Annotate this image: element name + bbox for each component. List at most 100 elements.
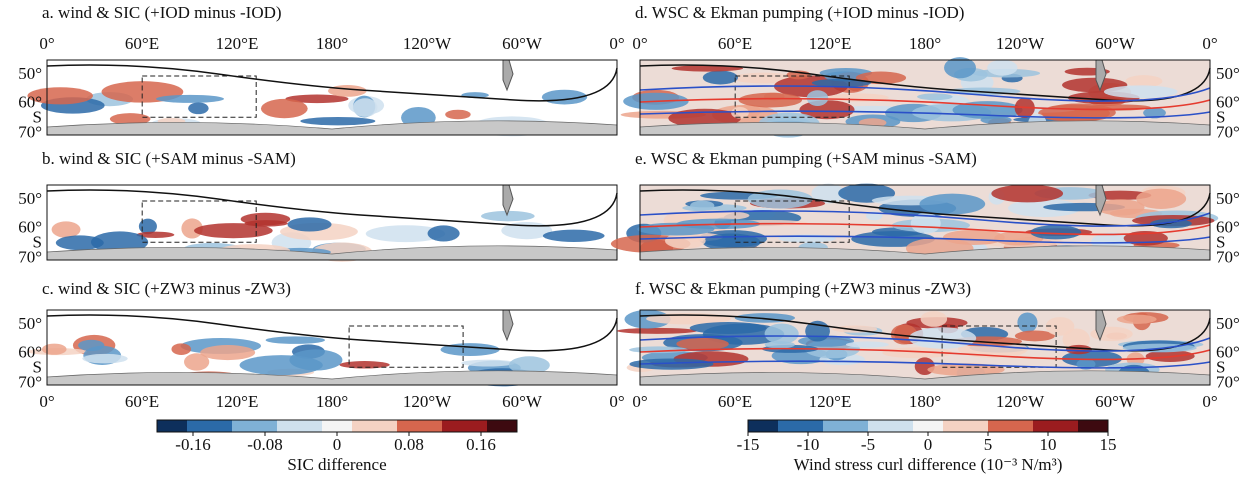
front-line — [46, 64, 618, 102]
lat-label: 50° — [18, 64, 42, 83]
lat-label: 70° — [18, 122, 42, 141]
contour — [639, 335, 1211, 352]
colorbar-cell — [277, 420, 293, 432]
lon-label: 0° — [39, 392, 54, 411]
lat-label: S — [1216, 357, 1225, 376]
map — [617, 309, 1211, 386]
lat-label: S — [33, 357, 42, 376]
colorbar-cell — [397, 420, 413, 432]
colorbar-cell — [157, 420, 173, 432]
colorbar-cell — [958, 420, 974, 432]
colorbar-tick-label: -15 — [737, 435, 760, 454]
colorbar-cell — [973, 420, 989, 432]
field-patch — [27, 87, 93, 105]
colorbar-tick-label: 0 — [333, 435, 342, 454]
colorbar-cell — [247, 420, 263, 432]
lat-label: 60° — [18, 217, 42, 236]
colorbar-cell — [457, 420, 473, 432]
panel-title: a. wind & SIC (+IOD minus -IOD) — [42, 3, 282, 22]
lon-label: 120°W — [403, 34, 452, 53]
colorbar-tick-label: 5 — [984, 435, 993, 454]
field-patch — [184, 353, 210, 371]
lon-label: 60°E — [718, 34, 752, 53]
colorbar-cell — [307, 420, 323, 432]
field-patch — [1116, 314, 1157, 324]
field-patch — [617, 327, 697, 334]
lon-label: 60°E — [125, 392, 159, 411]
region-box — [734, 75, 850, 118]
field-patch — [461, 359, 515, 367]
map-frame — [639, 309, 1211, 386]
map-frame — [639, 59, 1211, 136]
field-patch — [927, 363, 1005, 376]
lon-label: 60°E — [718, 392, 752, 411]
colorbar-tick-label: -5 — [861, 435, 875, 454]
contour — [639, 110, 1211, 119]
field-patch — [194, 223, 273, 239]
lon-label: 0° — [609, 34, 624, 53]
lon-label: 180° — [909, 34, 941, 53]
field-patch — [365, 225, 446, 243]
field-patch — [1062, 328, 1090, 351]
colorbar-cell — [172, 420, 188, 432]
colorbar-cell — [322, 420, 338, 432]
front-line — [639, 64, 1211, 102]
field-patch — [690, 200, 715, 211]
field-patch — [109, 113, 151, 125]
contour — [639, 222, 1211, 236]
lon-label: 60°W — [502, 34, 543, 53]
lon-label: 60°W — [1095, 34, 1136, 53]
colorbar-cell — [472, 420, 488, 432]
lon-label: 120°W — [403, 392, 452, 411]
colorbar-tick-label: -10 — [797, 435, 820, 454]
lon-label: 120°E — [809, 392, 852, 411]
field-patch — [188, 102, 209, 115]
colorbar-cell — [367, 420, 383, 432]
colorbar-cell — [808, 420, 824, 432]
field-patch — [542, 229, 605, 242]
field-patch — [702, 70, 739, 85]
colorbar-tick-label: 10 — [1040, 435, 1057, 454]
panel-title: b. wind & SIC (+SAM minus -SAM) — [42, 149, 296, 168]
antarctica — [639, 245, 1211, 261]
field-patch — [764, 341, 795, 349]
field-patch — [327, 85, 367, 97]
field-patch — [82, 353, 128, 364]
region-box — [734, 200, 850, 243]
colorbar-tick-label: -0.16 — [175, 435, 210, 454]
field-patch — [671, 65, 744, 72]
front-line — [639, 189, 1211, 227]
lon-label: 60°W — [1095, 392, 1136, 411]
field-patch — [910, 212, 941, 234]
colorbar-cell — [1078, 420, 1094, 432]
lat-label: S — [33, 107, 42, 126]
field-patch — [136, 231, 175, 238]
contour — [639, 85, 1211, 102]
map — [27, 59, 618, 137]
lon-label: 120°W — [996, 392, 1045, 411]
lat-label: 70° — [1216, 122, 1240, 141]
field-patch — [289, 349, 343, 371]
field-patch — [1038, 104, 1110, 122]
lat-label: 70° — [1216, 372, 1240, 391]
field-patch — [244, 220, 288, 227]
field-patch — [352, 98, 378, 117]
colorbar-cell — [217, 420, 233, 432]
colorbar-cell — [352, 420, 368, 432]
lat-label: 50° — [18, 314, 42, 333]
panel-title: c. wind & SIC (+ZW3 minus -ZW3) — [42, 279, 291, 298]
field-patch — [481, 210, 535, 222]
map-frame — [639, 184, 1211, 261]
colorbar-tick-label: 0 — [924, 435, 933, 454]
field-patch — [676, 337, 729, 350]
field-patch — [1096, 199, 1145, 216]
lat-label: 70° — [1216, 247, 1240, 266]
colorbar-cell — [292, 420, 308, 432]
colorbar-tick-label: -0.08 — [247, 435, 282, 454]
colorbar-cell — [1018, 420, 1034, 432]
colorbar-cell — [427, 420, 443, 432]
colorbar-cell — [778, 420, 794, 432]
field-patch — [845, 341, 889, 348]
lon-label: 0° — [39, 34, 54, 53]
field-patch — [260, 98, 308, 119]
